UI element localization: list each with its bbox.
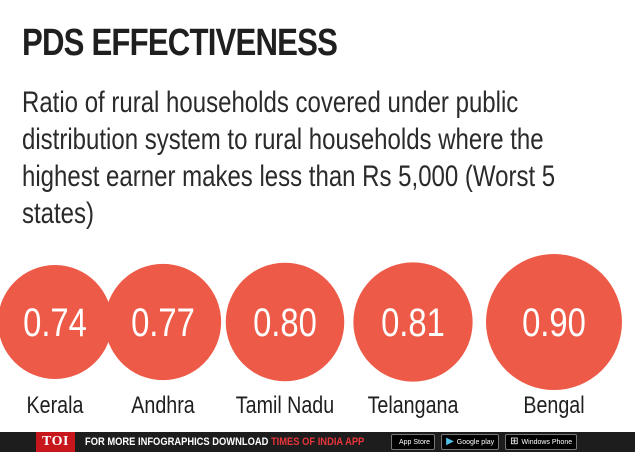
data-label: 0.74 <box>23 300 87 345</box>
footer-promo-brand[interactable]: TIMES OF INDIA APP <box>270 436 365 448</box>
footer-promo-text: FOR MORE INFOGRAPHICS DOWNLOAD TIMES OF … <box>84 436 364 448</box>
bubble-bengal <box>486 254 622 390</box>
chart-title: PDS EFFECTIVENESS <box>22 22 338 64</box>
toi-logo[interactable]: TOI <box>36 432 75 452</box>
windows-phone-label: Windows Phone <box>521 438 573 446</box>
bubble-kerala <box>0 265 112 379</box>
google-play-label: Google play <box>456 438 495 446</box>
footer-promo-lead: FOR MORE INFOGRAPHICS DOWNLOAD <box>84 436 271 448</box>
google-play-badge[interactable]: ▶ Google play <box>441 434 500 450</box>
bubble-andhra <box>104 263 222 381</box>
footer-bar: TOI FOR MORE INFOGRAPHICS DOWNLOAD TIMES… <box>0 432 635 452</box>
data-label: 0.77 <box>131 300 195 345</box>
category-label: Bengal <box>523 391 584 418</box>
app-store-label: App Store <box>398 438 431 446</box>
data-label: 0.80 <box>253 300 317 345</box>
category-label: Tamil Nadu <box>236 391 334 418</box>
category-label: Kerala <box>27 391 85 418</box>
chart-subtitle: Ratio of rural households covered under … <box>22 86 556 230</box>
category-label: Telangana <box>368 391 460 418</box>
data-label: 0.90 <box>522 300 586 345</box>
windows-phone-badge[interactable]: ⊞ Windows Phone <box>505 434 578 450</box>
windows-icon: ⊞ <box>510 436 519 447</box>
google-play-icon: ▶ <box>446 436 454 447</box>
bubble-tamil-nadu <box>225 262 345 382</box>
app-store-badge[interactable]: App Store <box>390 434 436 450</box>
data-label: 0.81 <box>381 300 445 345</box>
category-label: Andhra <box>131 391 195 418</box>
bubble-telangana <box>353 262 473 382</box>
bubble-chart: 0.74 Kerala 0.77 Andhra 0.80 Tamil Nadu 0.81 Te… <box>0 254 622 418</box>
